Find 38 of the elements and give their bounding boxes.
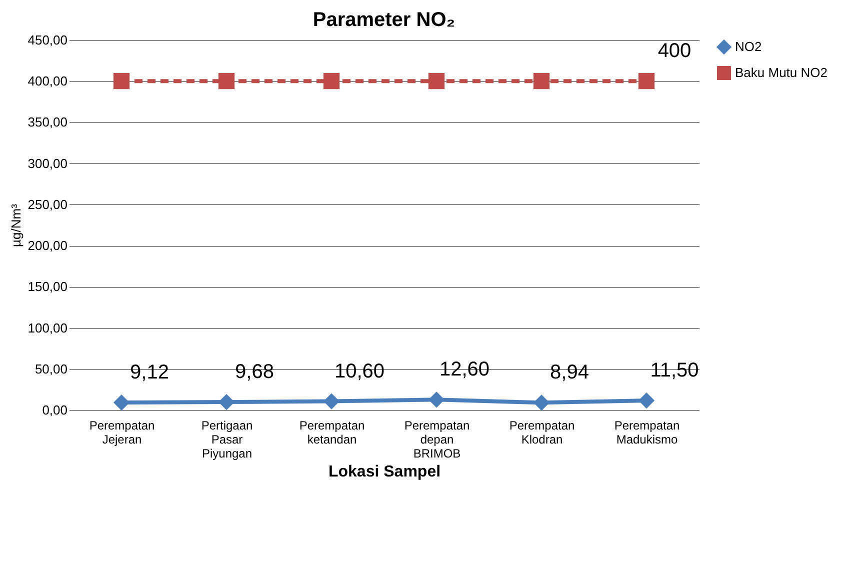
legend-label: NO2 [735, 39, 762, 54]
x-tick-label: Perempatan Madukismo [614, 418, 680, 446]
point [428, 392, 445, 408]
point [218, 73, 235, 90]
y-tick-label: 100,00 [28, 320, 68, 336]
chart-title: Parameter NO₂ [312, 9, 456, 31]
x-axis-title: Lokasi Sampel [328, 464, 441, 480]
data-label: 8,94 [550, 362, 589, 384]
x-tick-label: Pertigaan Pasar Piyungan [201, 418, 253, 460]
y-tick-label: 250,00 [28, 196, 68, 212]
x-tick-label: Perempatan Klodran [509, 418, 575, 446]
x-tick-label: Perempatan Jejeran [89, 418, 155, 446]
data-label: 10,60 [334, 360, 385, 382]
data-label: 12,60 [439, 358, 490, 381]
y-tick-label: 50,00 [34, 361, 68, 376]
data-label: 400 [658, 40, 692, 62]
point [323, 73, 340, 90]
x-tick-label: Perempatan depan BRIMOB [404, 418, 470, 460]
legend-label: Baku Mutu NO2 [735, 65, 828, 80]
y-tick-label: 300,00 [28, 156, 68, 171]
x-tick-label: Perempatan ketandan [299, 418, 365, 446]
data-label: 11,50 [650, 360, 699, 382]
data-label: 9,12 [130, 362, 169, 384]
y-tick-label: 200,00 [28, 238, 68, 254]
point [638, 73, 655, 90]
point [533, 73, 550, 90]
y-tick-label: 450,00 [28, 32, 68, 48]
point [113, 73, 130, 90]
y-tick-label: 0,00 [42, 402, 68, 418]
point [533, 394, 550, 411]
point [323, 393, 340, 410]
point [428, 73, 445, 90]
point [638, 392, 655, 409]
y-axis-title: µg/Nm³ [8, 203, 24, 247]
data-label: 9,68 [235, 361, 274, 384]
y-tick-label: 350,00 [28, 114, 68, 130]
y-tick-label: 150,00 [28, 279, 68, 294]
y-tick-label: 400,00 [28, 74, 68, 89]
